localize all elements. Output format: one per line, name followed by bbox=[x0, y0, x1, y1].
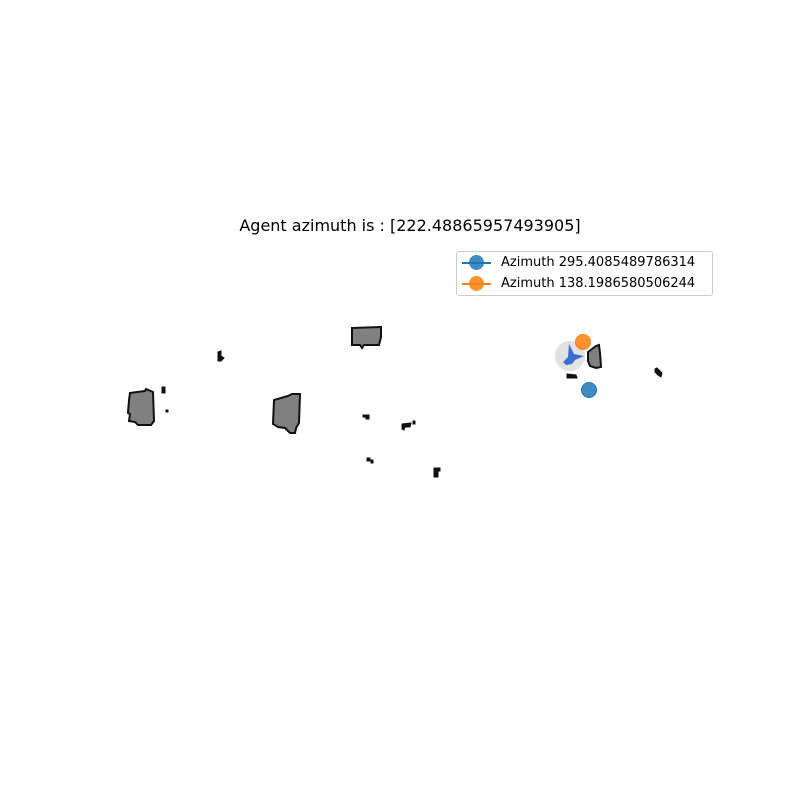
azimuth-marker-blue bbox=[581, 382, 597, 398]
obstacle-fragment bbox=[412, 420, 416, 425]
legend-entry: Azimuth 295.4085489786314 bbox=[457, 253, 712, 273]
obstacle-fragment bbox=[401, 422, 412, 431]
legend-label: Azimuth 295.4085489786314 bbox=[501, 255, 696, 270]
obstacle-fragment bbox=[433, 467, 441, 478]
legend-marker-icon bbox=[469, 276, 484, 291]
obstacle-fragment bbox=[366, 457, 371, 462]
agent-marker bbox=[563, 344, 584, 365]
obstacle-fragment bbox=[165, 409, 169, 413]
obstacle-fragment bbox=[566, 373, 578, 379]
legend: Azimuth 295.4085489786314 Azimuth 138.19… bbox=[456, 251, 713, 296]
obstacle-fragment bbox=[370, 459, 374, 464]
obstacle-fragment bbox=[217, 350, 225, 362]
obstacle-right bbox=[587, 343, 603, 370]
legend-label: Azimuth 138.1986580506244 bbox=[501, 276, 696, 291]
obstacle-left bbox=[126, 387, 156, 426]
obstacle-top-center bbox=[351, 325, 382, 350]
obstacle-fragment bbox=[161, 386, 166, 394]
obstacle-fragment bbox=[362, 414, 370, 420]
legend-entry: Azimuth 138.1986580506244 bbox=[457, 274, 712, 294]
legend-marker-icon bbox=[469, 255, 484, 270]
plot-title: Agent azimuth is : [222.48865957493905] bbox=[239, 216, 581, 235]
obstacle-fragment bbox=[654, 367, 663, 378]
azimuth-marker-orange bbox=[575, 334, 591, 350]
obstacle-center-left bbox=[271, 393, 302, 434]
